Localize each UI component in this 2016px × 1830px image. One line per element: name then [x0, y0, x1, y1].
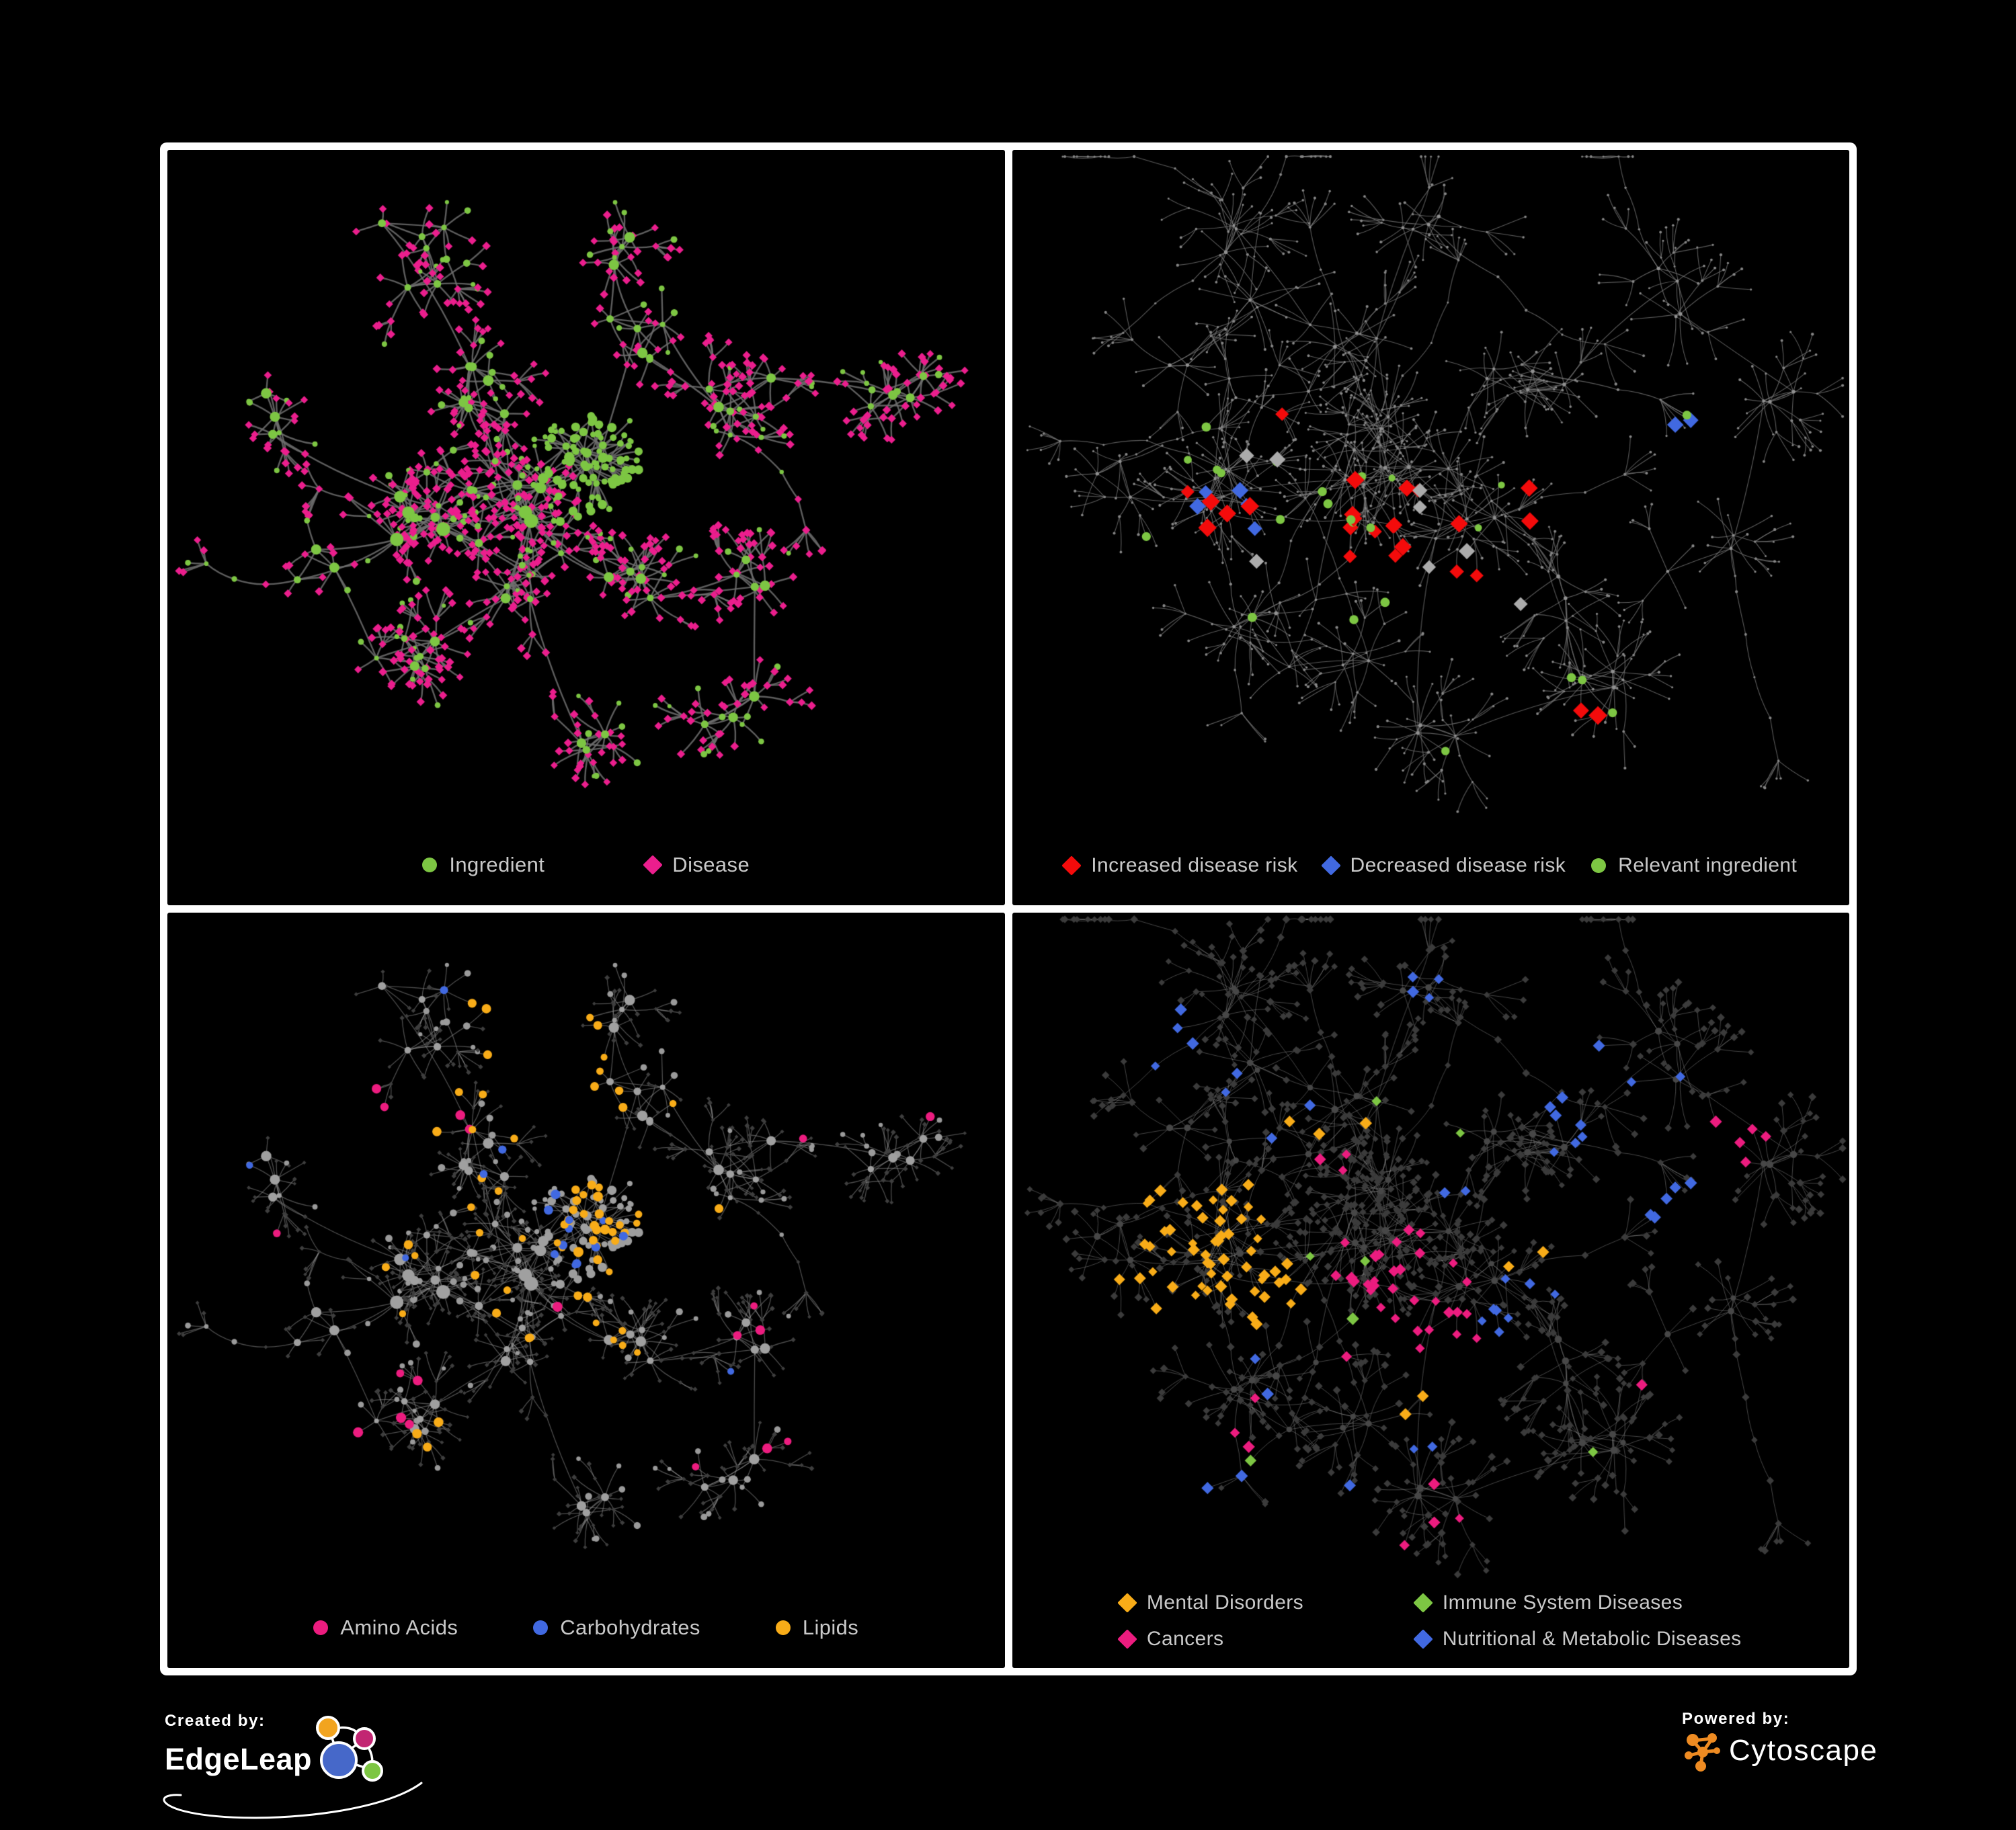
- immune-diseases-diamond-icon: [1413, 1593, 1433, 1613]
- ingredient-circle-icon: [422, 858, 438, 872]
- legend-label: Mental Disorders: [1146, 1591, 1304, 1614]
- legend-item-decreased-risk: Decreased disease risk: [1320, 854, 1566, 877]
- network-canvas-disease-risk: [1012, 150, 1849, 905]
- legend-item-ingredient: Ingredient: [422, 853, 545, 877]
- panel-disease-categories: Mental Disorders Immune System Diseases …: [1012, 913, 1850, 1668]
- legend-label: Carbohydrates: [560, 1616, 700, 1639]
- legend-item-immune-system-diseases: Immune System Diseases: [1413, 1591, 1742, 1614]
- increased-risk-diamond-icon: [1061, 856, 1082, 876]
- cytoscape-logo-icon: [1685, 1733, 1720, 1772]
- panel-disease-risk: Increased disease risk Decreased disease…: [1012, 150, 1850, 905]
- amino-acids-circle-icon: [313, 1620, 329, 1635]
- legend-item-relevant-ingredient: Relevant ingredient: [1591, 854, 1797, 877]
- legend-label: Increased disease risk: [1091, 854, 1298, 876]
- decreased-risk-diamond-icon: [1320, 856, 1341, 876]
- powered-by-label: Powered by:: [1682, 1710, 1790, 1728]
- legend-item-carbohydrates: Carbohydrates: [533, 1616, 700, 1640]
- panel-ingredient-disease: Ingredient Disease: [167, 150, 1005, 905]
- legend-label: Disease: [672, 853, 750, 876]
- legend-item-increased-risk: Increased disease risk: [1061, 854, 1298, 877]
- mental-disorders-diamond-icon: [1117, 1593, 1137, 1613]
- lipids-circle-icon: [775, 1620, 791, 1635]
- cancers-diamond-icon: [1117, 1629, 1137, 1649]
- legend-label: Ingredient: [449, 853, 545, 876]
- carbohydrates-circle-icon: [533, 1620, 549, 1635]
- legend-disease-risk: Increased disease risk Decreased disease…: [1012, 854, 1850, 877]
- edgeleap-logo-icon: [316, 1716, 384, 1782]
- network-canvas-disease-categories: [1012, 913, 1849, 1668]
- legend-label: Cancers: [1146, 1628, 1224, 1650]
- relevant-ingredient-circle-icon: [1591, 858, 1607, 873]
- legend-label: Decreased disease risk: [1350, 854, 1566, 876]
- network-canvas-ingredient-classes: [167, 913, 1005, 1668]
- cytoscape-logo-text: Cytoscape: [1729, 1734, 1878, 1767]
- nutritional-diseases-diamond-icon: [1413, 1629, 1433, 1649]
- figure-grid: Ingredient Disease Increased disease ris…: [160, 142, 1857, 1675]
- panel-ingredient-classes: Amino Acids Carbohydrates Lipids: [167, 913, 1005, 1668]
- edgeleap-logo-text: EdgeLeap: [165, 1742, 313, 1776]
- legend-disease-categories: Mental Disorders Immune System Diseases …: [1012, 1591, 1850, 1651]
- legend-item-nutritional-metabolic-diseases: Nutritional & Metabolic Diseases: [1413, 1628, 1742, 1651]
- legend-ingredient-disease: Ingredient Disease: [167, 853, 1005, 877]
- legend-label: Lipids: [802, 1616, 859, 1639]
- disease-diamond-icon: [643, 855, 663, 875]
- legend-item-lipids: Lipids: [775, 1616, 859, 1640]
- legend-item-amino-acids: Amino Acids: [313, 1616, 458, 1640]
- legend-label: Immune System Diseases: [1442, 1591, 1683, 1614]
- cytoscape-branding: Powered by: Cytoscape: [1682, 1710, 1984, 1811]
- created-by-label: Created by:: [165, 1712, 266, 1730]
- legend-label: Relevant ingredient: [1618, 854, 1798, 876]
- legend-item-mental-disorders: Mental Disorders: [1117, 1591, 1416, 1614]
- legend-ingredient-classes: Amino Acids Carbohydrates Lipids: [167, 1616, 1005, 1640]
- legend-item-cancers: Cancers: [1117, 1628, 1416, 1651]
- network-canvas-ingredient-disease: [167, 150, 1005, 905]
- edgeleap-branding: Created by: EdgeLeap: [163, 1712, 487, 1819]
- legend-label: Nutritional & Metabolic Diseases: [1442, 1628, 1742, 1650]
- legend-item-disease: Disease: [643, 853, 750, 877]
- legend-label: Amino Acids: [340, 1616, 458, 1639]
